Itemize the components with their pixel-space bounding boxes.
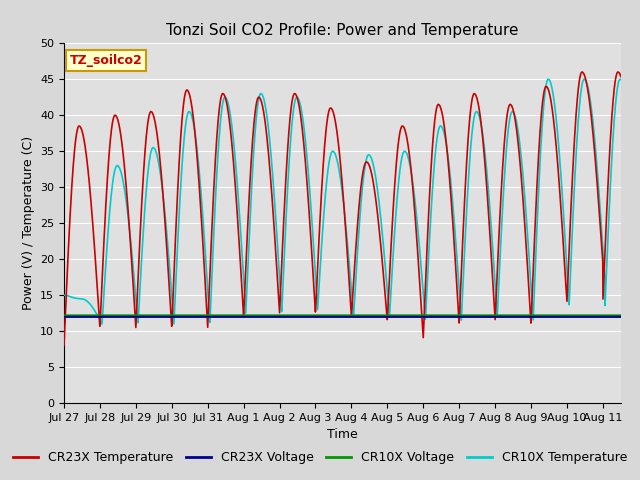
Title: Tonzi Soil CO2 Profile: Power and Temperature: Tonzi Soil CO2 Profile: Power and Temper…	[166, 23, 518, 38]
Legend: CR23X Temperature, CR23X Voltage, CR10X Voltage, CR10X Temperature: CR23X Temperature, CR23X Voltage, CR10X …	[8, 446, 632, 469]
Y-axis label: Power (V) / Temperature (C): Power (V) / Temperature (C)	[22, 136, 35, 310]
Text: TZ_soilco2: TZ_soilco2	[70, 54, 142, 67]
X-axis label: Time: Time	[327, 429, 358, 442]
